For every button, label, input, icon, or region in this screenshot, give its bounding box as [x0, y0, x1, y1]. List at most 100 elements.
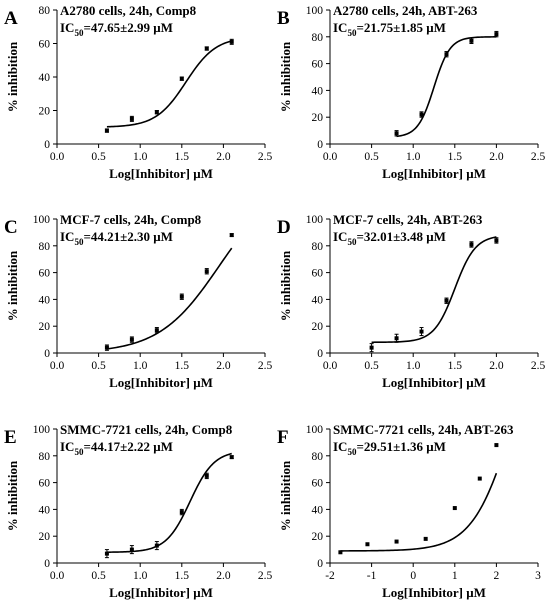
x-tick-label: 0.0 — [50, 570, 65, 582]
data-point — [129, 337, 134, 342]
fit-curve — [340, 472, 498, 552]
y-tick-label: 0 — [44, 558, 50, 570]
fit-curve — [371, 236, 497, 344]
y-tick-label: 100 — [33, 214, 51, 226]
y-tick-label: 80 — [312, 451, 324, 463]
x-tick-label: 3 — [535, 570, 541, 582]
x-tick-label: 1.0 — [133, 360, 148, 372]
ic50-value: =32.01±3.48 μM — [356, 229, 445, 244]
y-tick-label: 40 — [312, 294, 324, 306]
panel-letter: A — [4, 8, 18, 29]
ic50-value: =44.17±2.22 μM — [83, 439, 172, 454]
y-tick-label: 40 — [39, 504, 51, 516]
x-tick-label: 0.5 — [364, 151, 379, 163]
y-tick-label: 80 — [39, 241, 51, 253]
data-point — [154, 328, 159, 333]
y-tick-label: 60 — [312, 59, 324, 71]
y-tick-label: 80 — [39, 451, 51, 463]
y-axis-title: % inhibition — [278, 460, 293, 531]
x-tick-label: 2.0 — [489, 360, 504, 372]
data-point — [179, 294, 184, 299]
ic50-label: IC50=29.51±1.36 μM — [333, 439, 446, 457]
data-point — [154, 543, 159, 548]
y-tick-label: 20 — [312, 321, 324, 333]
data-point — [494, 238, 499, 243]
data-point — [104, 345, 109, 350]
data-point — [394, 539, 399, 544]
ic50-value: =47.65±2.99 μM — [83, 20, 172, 35]
x-axis-title: Log[Inhibitor] μM — [382, 585, 486, 600]
data-point — [179, 510, 184, 515]
x-tick-label: 1.0 — [406, 151, 421, 163]
ic50-prefix: IC — [333, 439, 347, 454]
panel-letter: F — [277, 427, 289, 448]
x-axis-title: Log[Inhibitor] μM — [109, 375, 213, 390]
x-tick-label: -2 — [325, 570, 335, 582]
y-tick-label: 80 — [39, 5, 51, 17]
ic50-prefix: IC — [60, 20, 74, 35]
plot-area: 0.0 0.5 1.0 1.5 2.0 2.5 0 20 40 60 80 100 — [33, 424, 273, 582]
ic50-prefix: IC — [60, 439, 74, 454]
data-point — [365, 542, 370, 547]
data-point — [229, 233, 234, 238]
x-tick-label: 2.5 — [531, 360, 546, 372]
data-point — [469, 242, 474, 247]
data-point — [104, 128, 109, 133]
x-tick-label: 0.0 — [323, 151, 338, 163]
y-tick-label: 60 — [39, 268, 51, 280]
data-point — [229, 455, 234, 460]
y-tick-label: 0 — [317, 348, 323, 360]
plot-area: 0.0 0.5 1.0 1.5 2.0 2.5 0 20 40 60 80 100 — [306, 5, 546, 163]
x-tick-label: 2.0 — [216, 151, 231, 163]
fit-curve — [106, 247, 233, 350]
ic50-subscript: 50 — [74, 237, 84, 247]
x-tick-label: 1 — [452, 570, 458, 582]
panel-d: D MCF-7 cells, 24h, ABT-263 IC50=32.01±3… — [277, 212, 545, 390]
fit-curve — [106, 452, 232, 553]
y-axis-title: % inhibition — [278, 41, 293, 112]
y-tick-label: 20 — [39, 321, 51, 333]
data-point — [477, 476, 482, 481]
x-tick-label: 1.5 — [448, 360, 463, 372]
data-point — [104, 551, 109, 556]
y-tick-label: 20 — [312, 112, 324, 124]
plot-area: 0.0 0.5 1.0 1.5 2.0 2.5 0 20 40 60 80 — [39, 5, 273, 163]
y-tick-label: 60 — [39, 478, 51, 490]
ic50-subscript: 50 — [347, 447, 357, 457]
x-tick-label: -1 — [367, 570, 377, 582]
panel-e: E SMMC-7721 cells, 24h, Comp8 IC50=44.17… — [4, 422, 272, 600]
y-tick-label: 60 — [312, 478, 324, 490]
ic50-subscript: 50 — [347, 28, 357, 38]
y-tick-label: 100 — [306, 5, 324, 17]
ic50-prefix: IC — [60, 229, 74, 244]
x-tick-label: 0.0 — [50, 151, 65, 163]
y-tick-label: 100 — [306, 214, 324, 226]
x-tick-label: 1.0 — [133, 151, 148, 163]
x-tick-label: 0.5 — [91, 570, 106, 582]
x-tick-label: 1.5 — [175, 151, 190, 163]
x-tick-label: 2.5 — [531, 151, 546, 163]
x-axis-title: Log[Inhibitor] μM — [109, 585, 213, 600]
data-point — [452, 506, 457, 511]
x-tick-label: 1.5 — [448, 151, 463, 163]
data-point — [494, 443, 499, 448]
y-tick-label: 40 — [39, 72, 51, 84]
panel-b: B A2780 cells, 24h, ABT-263 IC50=21.75±1… — [277, 3, 545, 181]
ic50-subscript: 50 — [74, 447, 84, 457]
y-tick-label: 0 — [44, 348, 50, 360]
ic50-label: IC50=44.21±2.30 μM — [60, 229, 173, 247]
x-tick-label: 0.0 — [323, 360, 338, 372]
y-axis-title: % inhibition — [5, 41, 20, 112]
y-axis-title: % inhibition — [278, 250, 293, 321]
plot-area: -2 -1 0 1 2 3 0 20 40 60 80 100 — [306, 424, 541, 582]
x-tick-label: 2.0 — [489, 151, 504, 163]
y-tick-label: 0 — [317, 558, 323, 570]
ic50-label: IC50=32.01±3.48 μM — [333, 229, 446, 247]
panel-condition-title: SMMC-7721 cells, 24h, ABT-263 — [333, 422, 514, 437]
panel-condition-title: MCF-7 cells, 24h, ABT-263 — [333, 212, 483, 227]
x-tick-label: 0.0 — [50, 360, 65, 372]
data-point — [469, 38, 474, 43]
data-point — [394, 131, 399, 136]
plot-area: 0.0 0.5 1.0 1.5 2.0 2.5 0 20 40 60 80 100 — [33, 214, 273, 372]
